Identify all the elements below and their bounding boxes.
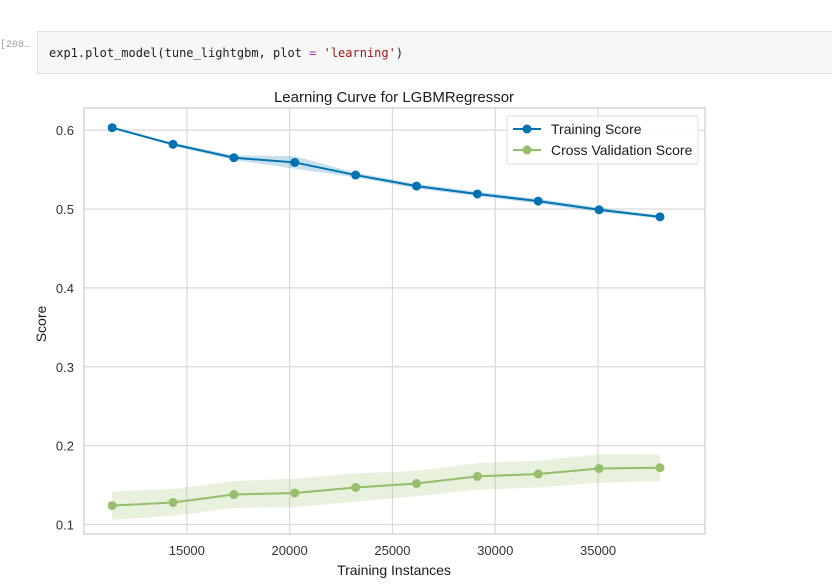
series-point-1 (290, 488, 300, 498)
y-axis-label: Score (33, 306, 49, 343)
x-tick-label: 20000 (272, 543, 308, 558)
legend-swatch-marker (522, 124, 532, 134)
code-token-object: exp1 (49, 46, 78, 60)
series-point-1 (655, 463, 665, 473)
series-point-1 (472, 471, 482, 481)
legend-entry-label: Cross Validation Score (551, 142, 693, 158)
series-line-0 (111, 126, 661, 218)
code-token-arg: tune_lightgbm (164, 46, 259, 60)
series-band-0 (112, 126, 660, 219)
chart-series-points (107, 123, 665, 511)
code-token-equals: = (301, 46, 324, 60)
series-point-0 (472, 189, 482, 199)
y-tick-label: 0.2 (56, 439, 74, 454)
code-token-keyword-arg: plot (273, 46, 302, 60)
y-tick-label: 0.4 (56, 281, 74, 296)
chart-gridlines (84, 108, 705, 534)
series-point-0 (351, 170, 361, 180)
plot-area-frame (83, 107, 706, 535)
code-line[interactable]: exp1.plot_model(tune_lightgbm, plot = 'l… (49, 46, 403, 60)
chart-series-lines (111, 126, 661, 507)
series-point-0 (655, 212, 665, 222)
chart-title: Learning Curve for LGBMRegressor (274, 89, 514, 106)
code-token-dot: . (77, 46, 86, 60)
x-axis-label: Training Instances (337, 562, 451, 578)
code-token-open-paren: ( (157, 46, 165, 60)
legend-entry-label: Training Score (551, 121, 642, 137)
series-point-0 (107, 123, 117, 133)
series-point-1 (412, 479, 422, 489)
y-tick-label: 0.5 (56, 202, 74, 217)
series-point-1 (229, 490, 239, 500)
x-tick-label: 25000 (374, 543, 410, 558)
series-band-1 (112, 454, 660, 520)
series-point-1 (168, 497, 178, 507)
x-tick-label: 30000 (477, 543, 513, 558)
series-point-0 (594, 205, 604, 215)
series-point-0 (229, 153, 239, 163)
legend-swatch-marker (522, 145, 532, 155)
code-token-string: 'learning' (323, 46, 396, 60)
series-point-1 (351, 482, 361, 492)
y-axis-tick-labels: 0.1 0.2 0.3 0.4 0.5 0.6 (56, 123, 74, 532)
x-axis-tick-labels: 15000 20000 25000 30000 35000 (169, 543, 616, 558)
y-tick-label: 0.1 (56, 518, 74, 533)
y-tick-label: 0.6 (56, 123, 74, 138)
x-tick-label: 35000 (580, 543, 616, 558)
code-cell[interactable]: exp1.plot_model(tune_lightgbm, plot = 'l… (37, 31, 832, 74)
legend-box (506, 115, 699, 165)
code-token-close-paren: ) (395, 46, 404, 60)
series-point-0 (168, 139, 178, 149)
chart-confidence-bands (112, 126, 660, 520)
series-point-0 (290, 157, 300, 167)
code-token-method: plot_model (85, 46, 158, 60)
series-point-0 (533, 196, 543, 206)
chart-legend: Training Score Cross Validation Score (506, 115, 699, 165)
x-tick-label: 15000 (169, 543, 205, 558)
y-tick-label: 0.3 (56, 360, 74, 375)
series-point-0 (412, 181, 422, 191)
cell-execution-prompt: [208… (0, 40, 31, 51)
series-point-1 (533, 469, 543, 479)
code-token-comma: , (258, 46, 273, 60)
series-point-1 (107, 501, 117, 511)
series-point-1 (594, 464, 604, 474)
series-line-1 (112, 466, 660, 507)
